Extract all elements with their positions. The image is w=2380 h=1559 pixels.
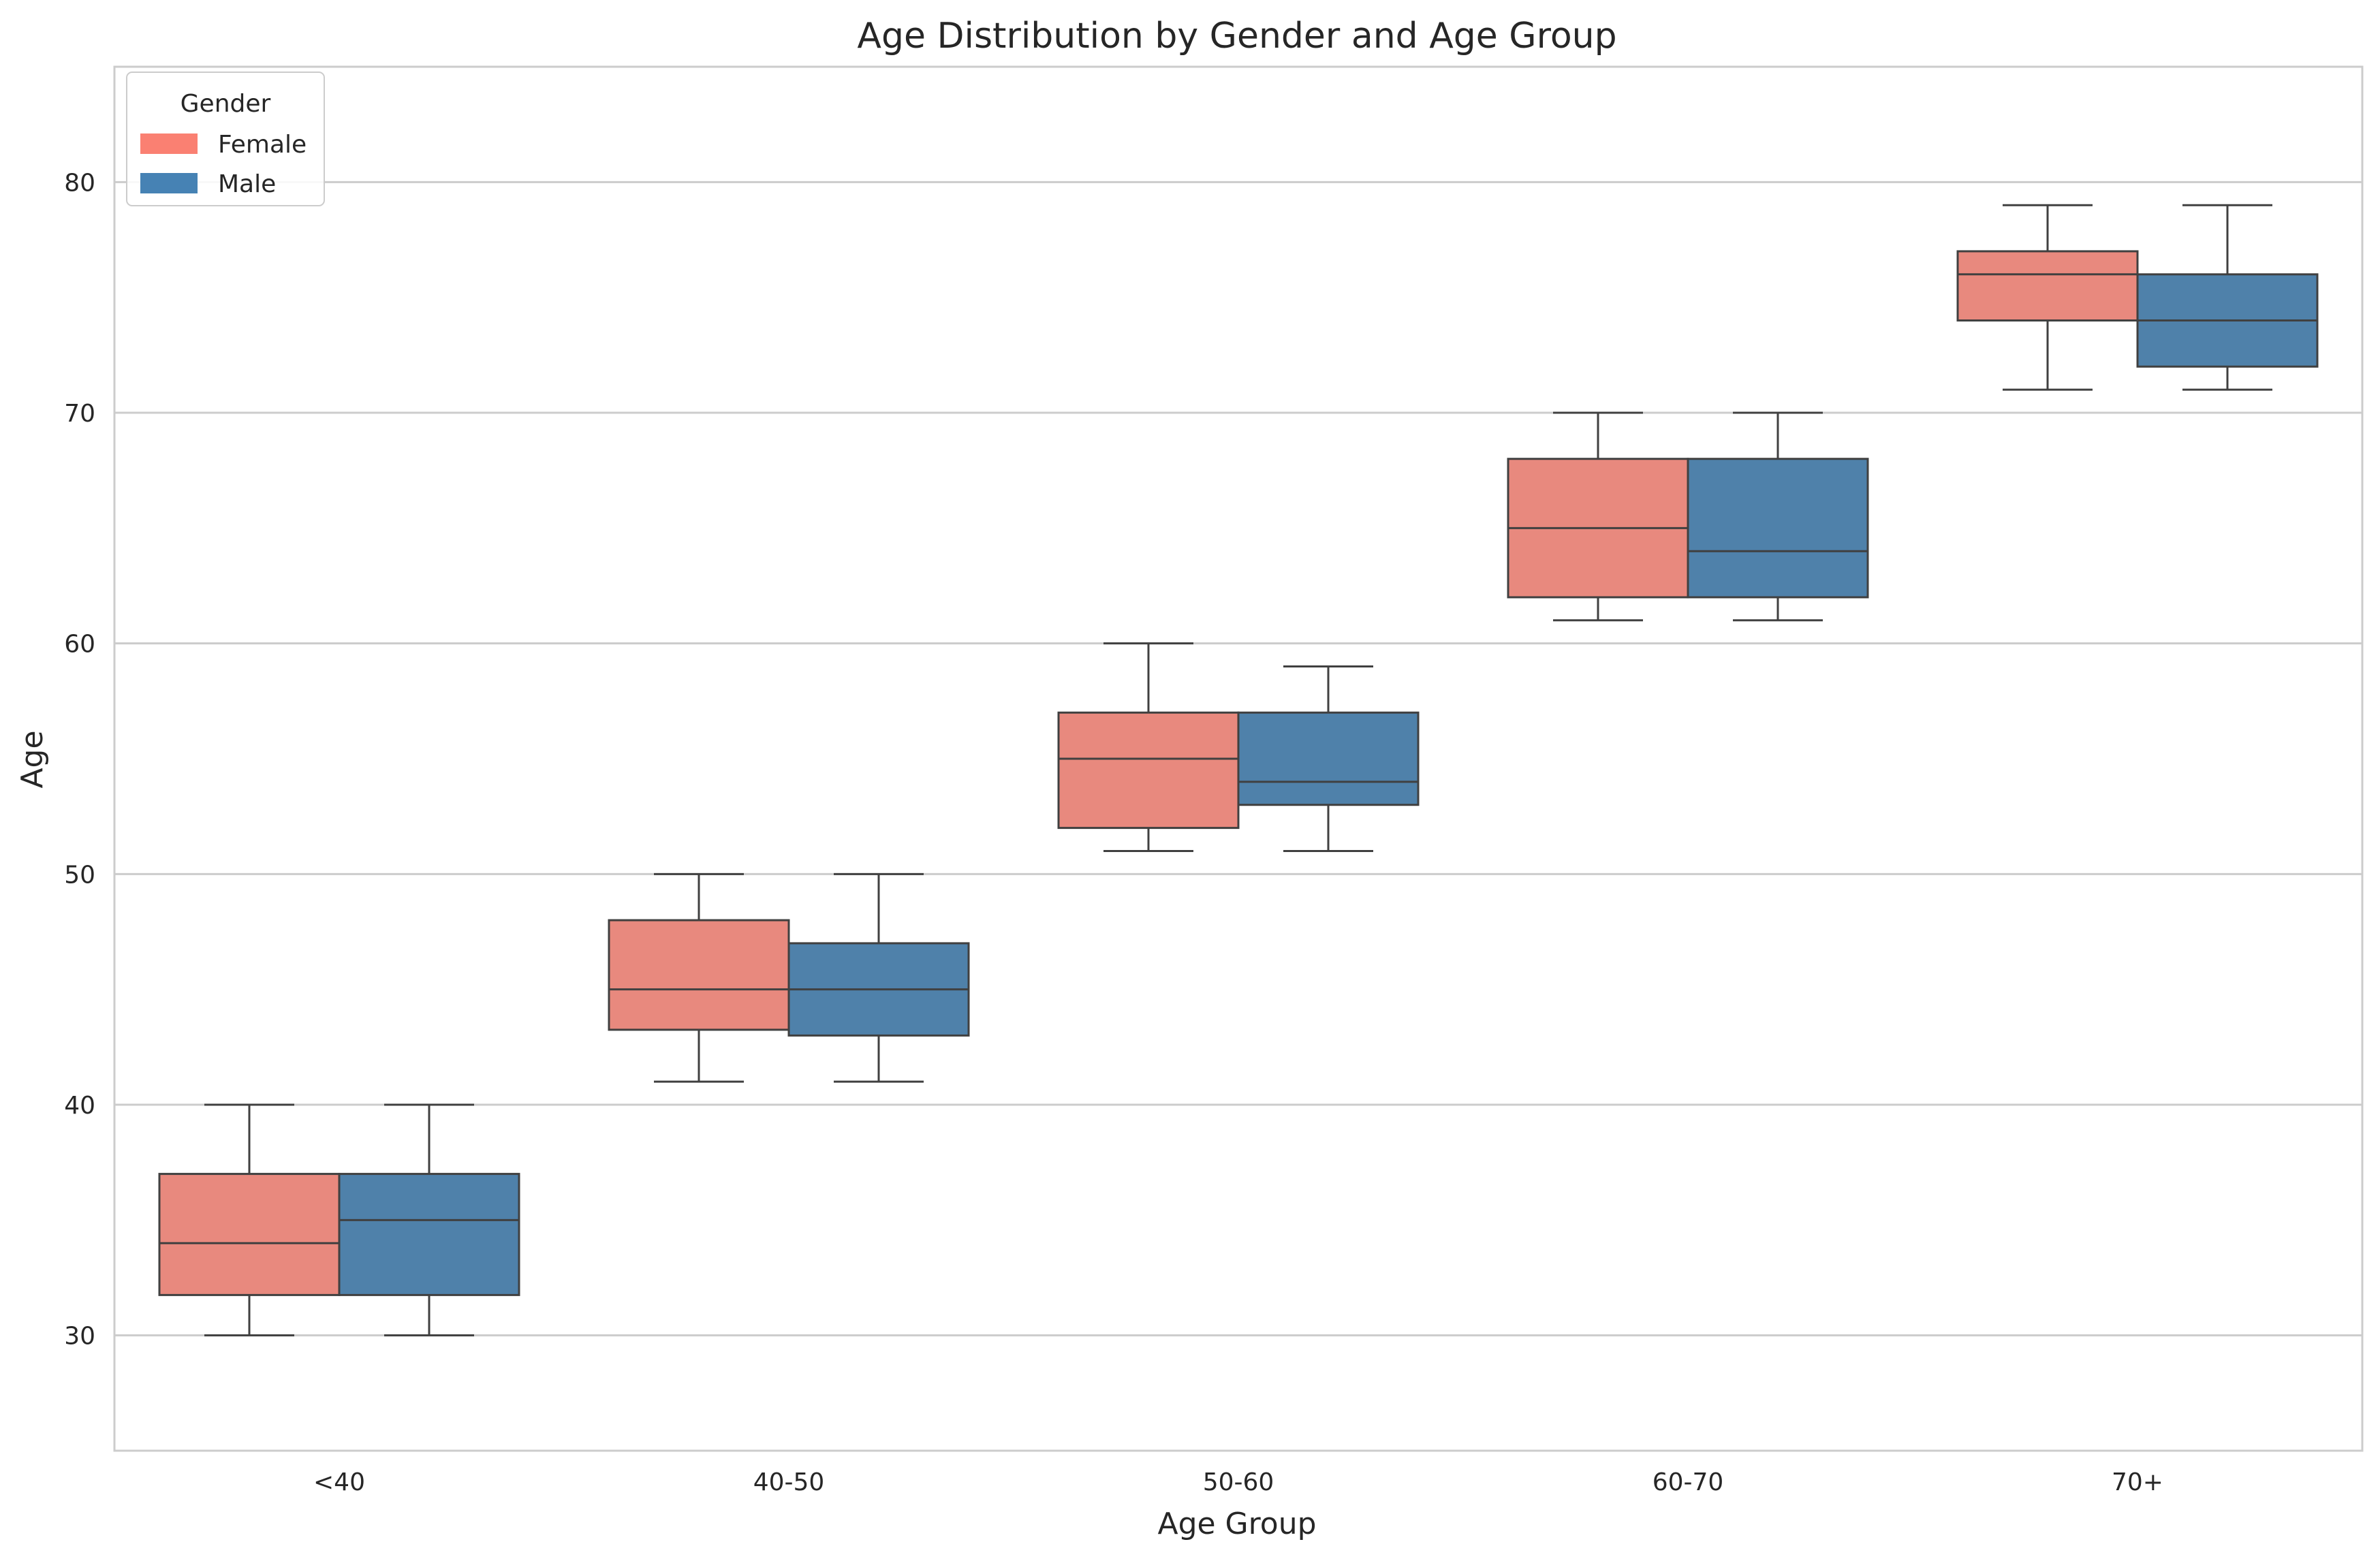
- y-tick-label: 60: [64, 631, 95, 659]
- y-tick-label: 80: [64, 169, 95, 197]
- iqr-box: [158, 1173, 341, 1296]
- legend-swatch-male: [140, 173, 198, 193]
- box-female-3: [1507, 411, 1689, 622]
- legend-title: Gender: [181, 90, 271, 118]
- chart-title: Age Distribution by Gender and Age Group: [857, 16, 1616, 57]
- y-tick-label: 50: [64, 861, 95, 889]
- y-tick-label: 30: [64, 1323, 95, 1351]
- legend-frame: [126, 72, 325, 206]
- box-plot-series: [158, 204, 2319, 1337]
- grid-lines: [114, 180, 2362, 1337]
- box-female-2: [1057, 642, 1240, 852]
- iqr-box: [608, 919, 790, 1031]
- x-tick-label: 70+: [2112, 1468, 2163, 1496]
- plot-frame: [113, 65, 2364, 1452]
- iqr-box: [1237, 711, 1420, 806]
- legend-label-male: Male: [218, 170, 276, 198]
- y-axis-label: Age: [15, 730, 50, 788]
- legend-label-female: Female: [218, 131, 307, 159]
- iqr-box: [1687, 458, 1869, 599]
- legend: Gender Female Male: [126, 72, 325, 206]
- box-female-4: [1956, 204, 2139, 391]
- x-axis-label: Age Group: [1157, 1507, 1316, 1541]
- tick-labels: 30 40 50 60 70 80 <40 40-50 50-60 60-70 70+: [64, 169, 2163, 1496]
- box-female-1: [608, 872, 790, 1083]
- x-tick-label: 40-50: [753, 1468, 825, 1496]
- x-tick-label: <40: [313, 1468, 365, 1496]
- box-male-3: [1687, 411, 1869, 622]
- box-male-2: [1237, 665, 1420, 852]
- x-tick-label: 60-70: [1653, 1468, 1724, 1496]
- y-tick-label: 40: [64, 1092, 95, 1120]
- box-male-4: [2136, 204, 2319, 391]
- iqr-box: [338, 1173, 520, 1296]
- legend-swatch-female: [140, 133, 198, 154]
- box-male-0: [338, 1103, 520, 1337]
- box-male-1: [787, 872, 970, 1083]
- iqr-box: [1057, 711, 1240, 830]
- y-tick-label: 70: [64, 400, 95, 428]
- x-tick-label: 50-60: [1203, 1468, 1274, 1496]
- box-female-0: [158, 1103, 341, 1337]
- iqr-box: [1956, 250, 2139, 322]
